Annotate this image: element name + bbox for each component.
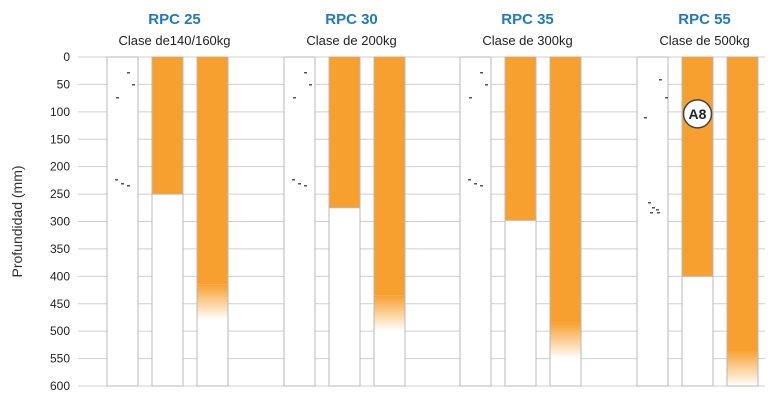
ref-mark-3-3 bbox=[648, 202, 651, 204]
bar-1-1 bbox=[374, 57, 405, 296]
ref-mark-3-4 bbox=[652, 207, 655, 209]
bar-1-0 bbox=[329, 57, 360, 208]
ref-mark-1-1 bbox=[293, 97, 296, 99]
annotation-badge-0 bbox=[682, 99, 713, 129]
ref-mark-2-1 bbox=[469, 97, 472, 99]
column-frame-3-0 bbox=[636, 56, 669, 387]
y-tick-label-300: 300 bbox=[50, 215, 70, 229]
y-tick-label-550: 550 bbox=[50, 352, 70, 366]
group-title-1: RPC 30 bbox=[325, 11, 378, 28]
ref-mark-1-3 bbox=[292, 179, 295, 181]
ref-mark-1-2 bbox=[309, 84, 312, 86]
group-subtitle-0: Clase de140/160kg bbox=[118, 33, 230, 48]
ref-mark-2-2 bbox=[485, 84, 488, 86]
bar-fade-3-1 bbox=[727, 350, 758, 386]
bar-fade-2-1 bbox=[550, 322, 581, 359]
y-tick-label-400: 400 bbox=[50, 269, 70, 283]
column-frame-2-0 bbox=[459, 56, 492, 387]
column-frame-0-0 bbox=[106, 56, 139, 387]
bar-3-0 bbox=[682, 57, 713, 277]
y-tick-label-350: 350 bbox=[50, 242, 70, 256]
y-tick-label-50: 50 bbox=[57, 77, 71, 91]
group-title-2: RPC 35 bbox=[501, 11, 554, 28]
ref-mark-3-1 bbox=[644, 117, 647, 119]
ref-mark-2-3 bbox=[468, 179, 471, 181]
group-subtitle-1: Clase de 200kg bbox=[306, 33, 396, 48]
ref-mark-1-5 bbox=[304, 185, 307, 187]
y-tick-label-100: 100 bbox=[50, 105, 70, 119]
ref-mark-0-3 bbox=[115, 179, 118, 181]
column-frame-1-0 bbox=[283, 56, 316, 387]
ref-mark-3-7 bbox=[657, 212, 660, 214]
bar-0-1 bbox=[197, 57, 228, 285]
y-tick-label-450: 450 bbox=[50, 297, 70, 311]
ref-mark-2-0 bbox=[480, 72, 483, 74]
y-tick-label-150: 150 bbox=[50, 132, 70, 146]
ref-mark-0-4 bbox=[121, 183, 124, 185]
ref-mark-0-2 bbox=[132, 84, 135, 86]
group-subtitle-2: Clase de 300kg bbox=[482, 33, 572, 48]
group-subtitle-3: Clase de 500kg bbox=[659, 33, 749, 48]
annotation-label-0: A8 bbox=[689, 106, 707, 122]
bar-0-0 bbox=[152, 57, 183, 195]
ref-mark-3-5 bbox=[656, 209, 659, 211]
y-axis-label: Profundidad (mm) bbox=[9, 165, 25, 277]
ref-mark-1-4 bbox=[298, 183, 301, 185]
bar-2-0 bbox=[505, 57, 536, 221]
y-tick-label-500: 500 bbox=[50, 324, 70, 338]
y-tick-label-250: 250 bbox=[50, 187, 70, 201]
ref-mark-0-0 bbox=[127, 72, 130, 74]
bar-fade-1-1 bbox=[374, 295, 405, 332]
ref-mark-3-6 bbox=[650, 212, 653, 214]
ref-mark-2-5 bbox=[480, 185, 483, 187]
bar-fade-0-1 bbox=[197, 284, 228, 321]
ref-mark-0-1 bbox=[116, 97, 119, 99]
y-tick-label-200: 200 bbox=[50, 160, 70, 174]
ref-mark-0-5 bbox=[127, 185, 130, 187]
ref-mark-2-4 bbox=[474, 183, 477, 185]
bar-2-1 bbox=[550, 57, 581, 323]
group-title-3: RPC 55 bbox=[678, 11, 731, 28]
ref-mark-1-0 bbox=[304, 72, 307, 74]
ref-mark-3-0 bbox=[659, 79, 662, 81]
ref-mark-3-2 bbox=[665, 97, 668, 99]
y-tick-label-600: 600 bbox=[50, 379, 70, 393]
bar-3-1 bbox=[727, 57, 758, 350]
y-tick-label-0: 0 bbox=[63, 50, 70, 64]
group-title-0: RPC 25 bbox=[148, 11, 201, 28]
